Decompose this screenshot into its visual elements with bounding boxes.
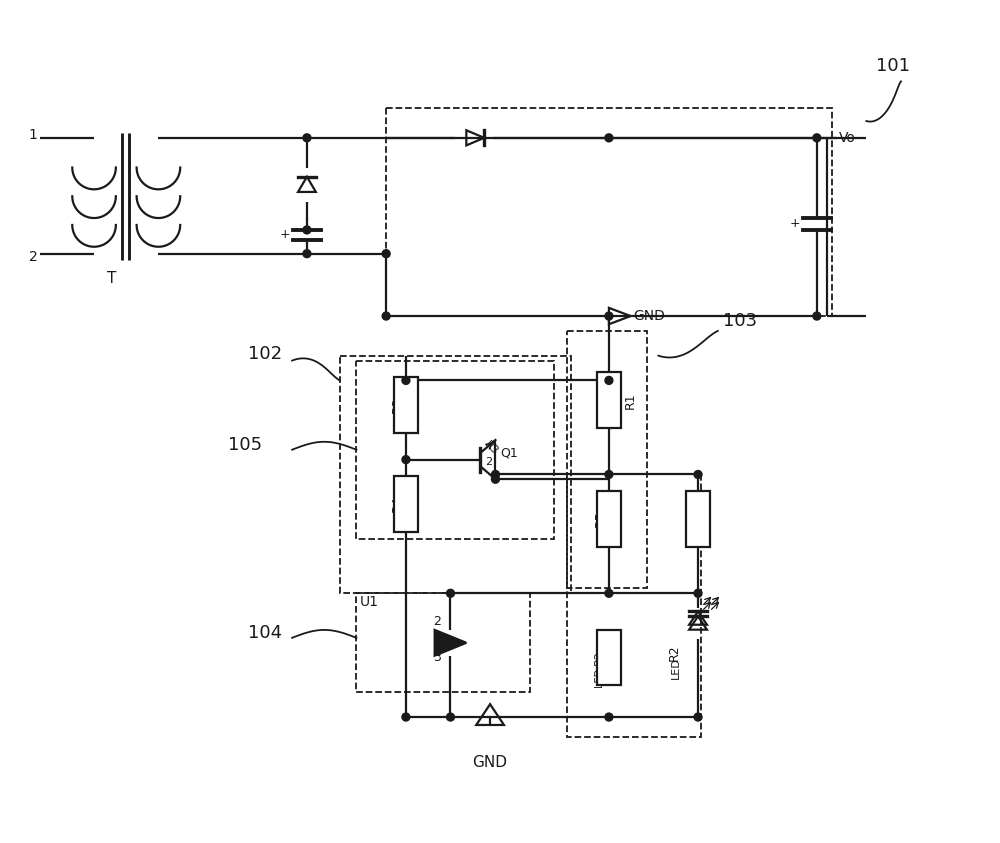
- Text: R3: R3: [391, 397, 404, 413]
- Circle shape: [813, 134, 821, 142]
- Bar: [394, 378, 418, 433]
- Text: T: T: [107, 271, 117, 287]
- Text: 104: 104: [248, 624, 282, 642]
- Text: R4: R4: [391, 496, 404, 513]
- Circle shape: [491, 470, 499, 479]
- Text: 2: 2: [433, 615, 441, 628]
- Bar: [597, 630, 621, 685]
- Bar: [567, 475, 701, 737]
- Circle shape: [402, 377, 410, 384]
- Text: R3: R3: [482, 439, 500, 457]
- Text: 103: 103: [723, 312, 757, 330]
- Bar: [597, 373, 621, 428]
- Text: LED: LED: [594, 668, 604, 687]
- Text: Q1: Q1: [500, 447, 518, 459]
- Bar: [356, 593, 530, 692]
- Text: R1: R1: [624, 392, 637, 409]
- Text: 101: 101: [876, 57, 910, 76]
- Circle shape: [694, 589, 702, 597]
- Text: GND: GND: [634, 309, 666, 323]
- Circle shape: [605, 713, 613, 721]
- Circle shape: [491, 475, 499, 483]
- Bar: [356, 361, 554, 539]
- Text: +: +: [789, 217, 800, 230]
- Circle shape: [382, 312, 390, 320]
- Text: 102: 102: [248, 345, 282, 362]
- Bar: [597, 491, 621, 547]
- Text: +: +: [279, 228, 290, 241]
- Circle shape: [382, 250, 390, 258]
- Text: LED: LED: [671, 658, 681, 679]
- Circle shape: [402, 456, 410, 464]
- Circle shape: [605, 312, 613, 320]
- Text: 105: 105: [228, 436, 262, 454]
- Text: R5: R5: [594, 511, 607, 528]
- Circle shape: [605, 377, 613, 384]
- Circle shape: [694, 713, 702, 721]
- Text: 2: 2: [485, 457, 492, 466]
- Circle shape: [402, 713, 410, 721]
- Text: 2: 2: [29, 250, 38, 264]
- Text: Vo: Vo: [839, 131, 855, 145]
- Bar: [686, 491, 710, 547]
- Bar: [567, 331, 647, 588]
- Text: 3: 3: [433, 651, 441, 663]
- Circle shape: [303, 226, 311, 234]
- Bar: [394, 476, 418, 532]
- Circle shape: [303, 134, 311, 142]
- Circle shape: [605, 134, 613, 142]
- Circle shape: [694, 470, 702, 479]
- Text: R2: R2: [668, 644, 681, 661]
- Bar: [340, 356, 571, 593]
- Polygon shape: [435, 630, 466, 656]
- Circle shape: [813, 312, 821, 320]
- Circle shape: [605, 589, 613, 597]
- Circle shape: [447, 589, 454, 597]
- Circle shape: [605, 470, 613, 479]
- Text: 1: 1: [29, 128, 38, 142]
- Circle shape: [447, 713, 454, 721]
- Bar: [386, 108, 832, 316]
- Text: U1: U1: [359, 595, 378, 609]
- Text: GND: GND: [473, 754, 508, 770]
- Text: R2: R2: [594, 650, 604, 665]
- Circle shape: [303, 250, 311, 258]
